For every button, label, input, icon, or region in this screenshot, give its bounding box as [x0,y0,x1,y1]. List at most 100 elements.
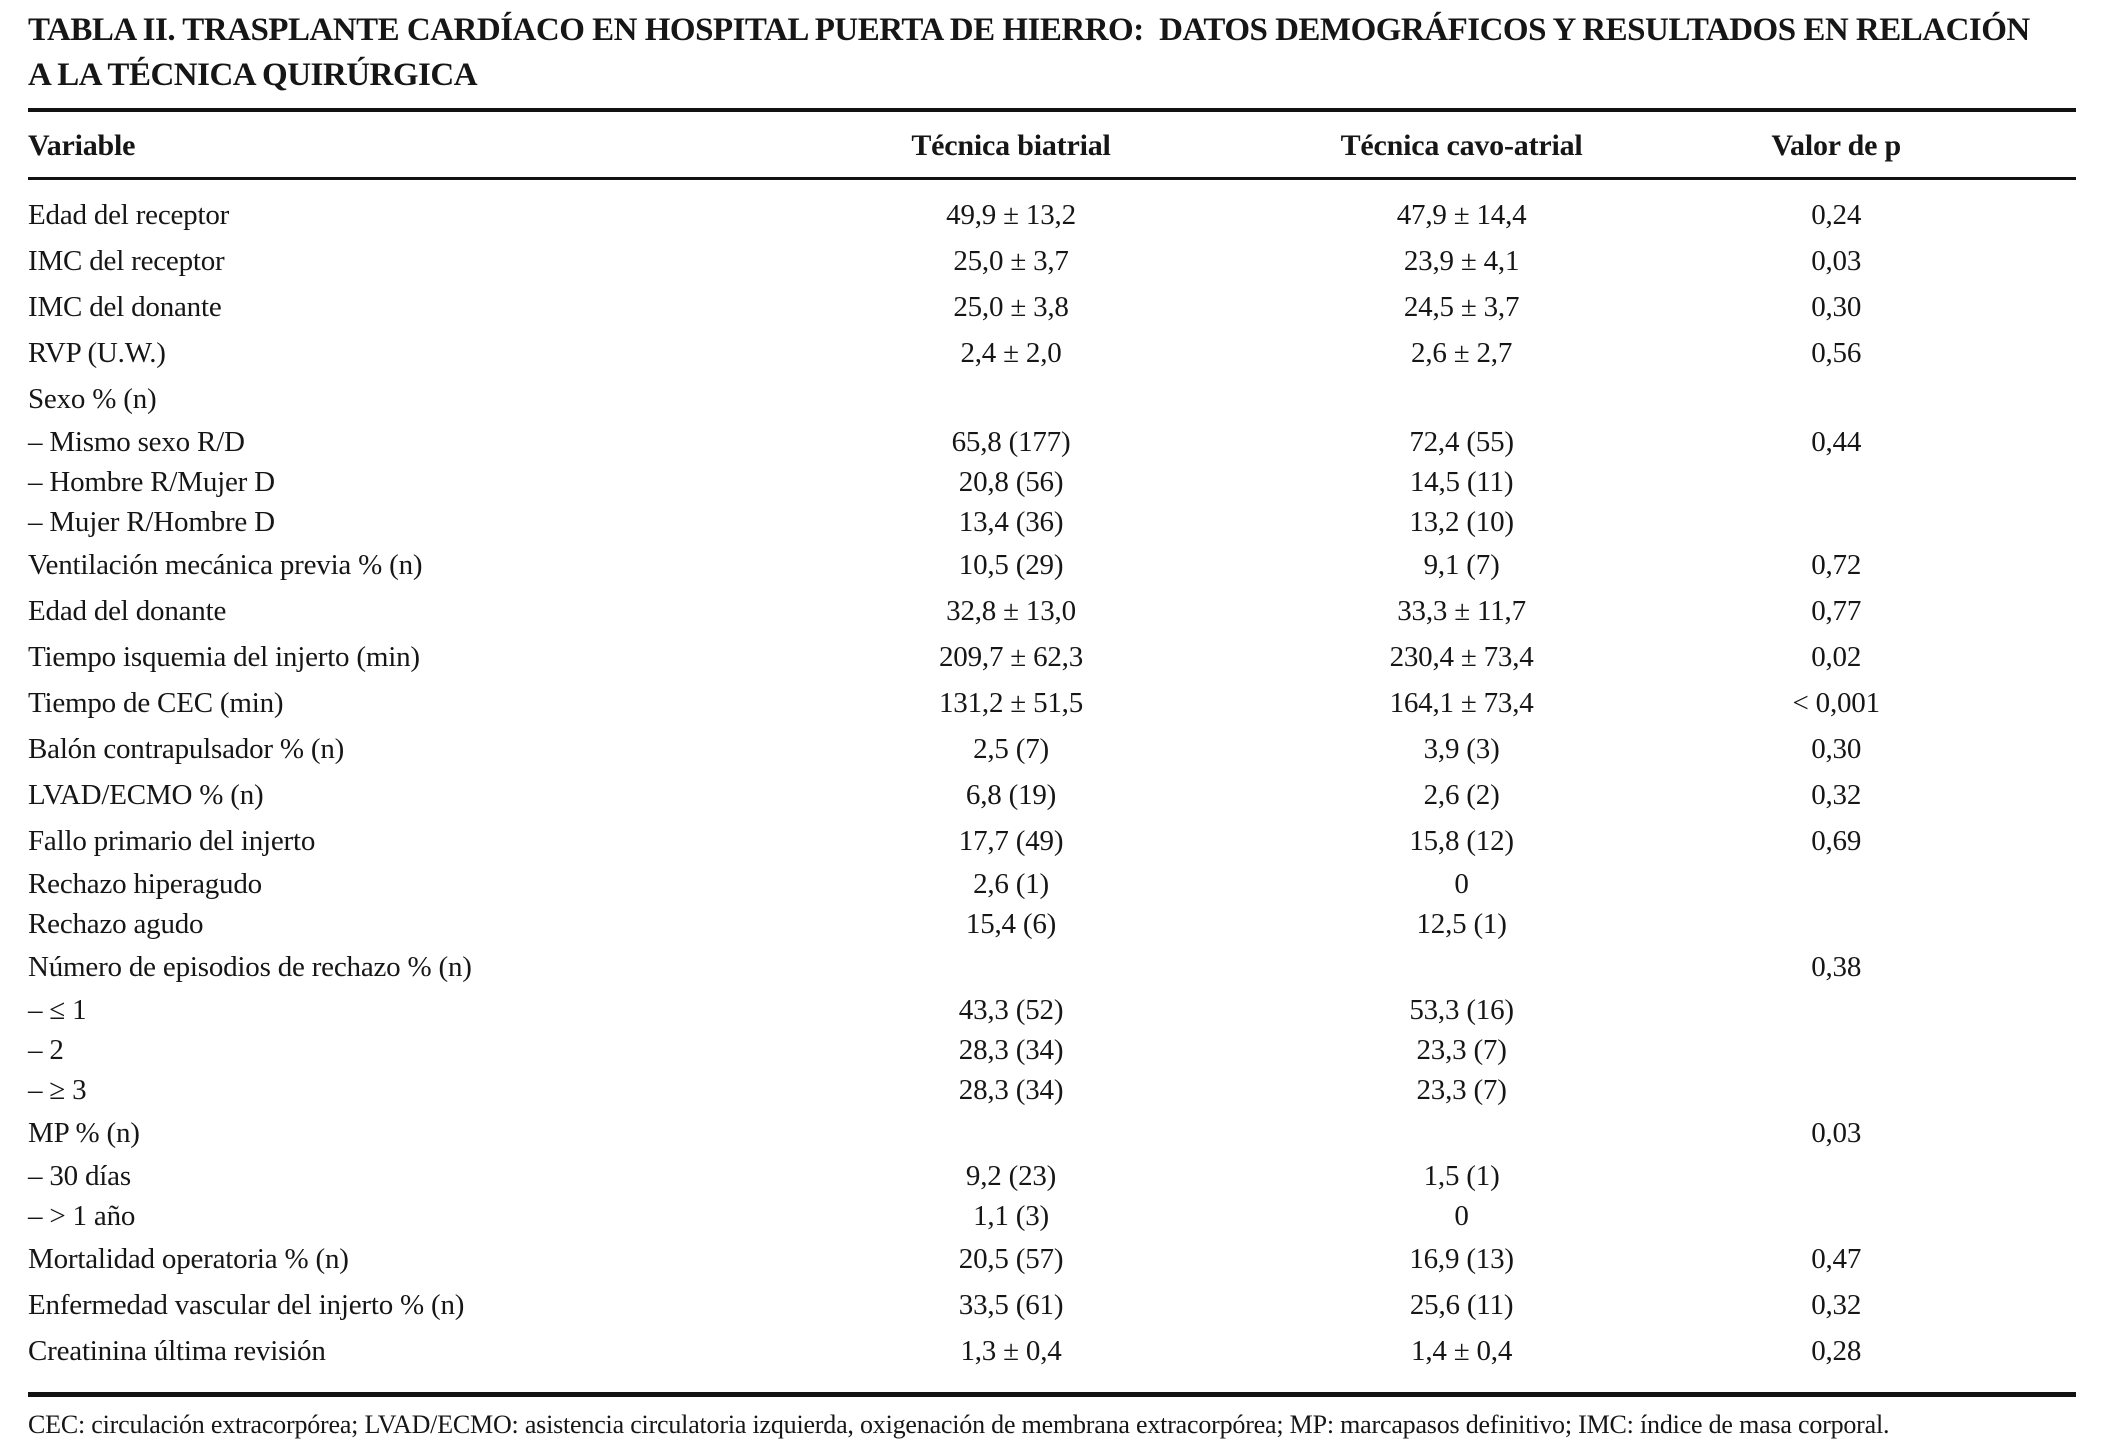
cell-biatrial: 209,7 ± 62,3 [939,640,1084,673]
cell-cavo-atrial: 23,3 (7) [1416,1073,1507,1106]
table-row: Fallo primario del injerto 17,7 (49) 15,8 … [28,818,2076,864]
cell-biatrial: 33,5 (61) [958,1288,1064,1321]
cell-valor-de-p [1666,904,2076,944]
cell-cavo-atrial: 23,3 (7) [1416,1033,1507,1066]
table-body: Edad del receptor 49,9 ± 13,2 47,9 ± 14,4 0… [28,179,2076,1395]
cell-valor-de-p: 0,77 [1811,594,1862,627]
cell-variable: Ventilación mecánica previa % (n) [28,548,423,581]
cell-valor-de-p: 0,38 [1811,950,1862,983]
column-header-variable: Variable [28,129,136,162]
cell-valor-de-p: 0,69 [1811,824,1862,857]
cell-variable: Creatinina última revisión [28,1334,326,1367]
cell-variable: Edad del donante [28,594,227,627]
cell-variable: – 30 días [28,1159,131,1192]
cell-cavo-atrial: 164,1 ± 73,4 [1389,686,1534,719]
demographics-results-table: Variable Técnica biatrial Técnica cavo-a… [28,108,2076,1397]
cell-cavo-atrial: 33,3 ± 11,7 [1397,594,1526,627]
cell-cavo-atrial: 24,5 ± 3,7 [1403,290,1520,323]
cell-cavo-atrial [1257,944,1667,990]
cell-cavo-atrial: 25,6 (11) [1409,1288,1514,1321]
table-title-line1: TABLA II. TRASPLANTE CARDÍACO EN HOSPITA… [28,12,2030,48]
table-row: RVP (U.W.) 2,4 ± 2,0 2,6 ± 2,7 0,56 [28,330,2076,376]
table-row: – Mismo sexo R/D 65,8 (177) 72,4 (55) 0,44 [28,422,2076,462]
table-header-row: Variable Técnica biatrial Técnica cavo-a… [28,110,2076,179]
cell-valor-de-p: 0,30 [1811,732,1862,765]
cell-cavo-atrial: 1,5 (1) [1423,1159,1500,1192]
table-row: – ≥ 3 28,3 (34) 23,3 (7) [28,1070,2076,1110]
cell-biatrial: 65,8 (177) [951,425,1071,458]
cell-variable: IMC del receptor [28,244,225,277]
cell-valor-de-p [1666,1196,2076,1236]
cell-valor-de-p: 0,47 [1811,1242,1862,1275]
cell-variable: Rechazo hiperagudo [28,867,262,900]
cell-biatrial: 131,2 ± 51,5 [939,686,1084,719]
table-row: – ≤ 1 43,3 (52) 53,3 (16) [28,990,2076,1030]
table-row: Tiempo isquemia del injerto (min) 209,7 ±… [28,634,2076,680]
cell-cavo-atrial: 2,6 ± 2,7 [1411,336,1513,369]
table-row: Ventilación mecánica previa % (n) 10,5 (2… [28,542,2076,588]
cell-biatrial: 2,5 (7) [973,732,1049,765]
cell-biatrial: 32,8 ± 13,0 [946,594,1076,627]
cell-biatrial: 15,4 (6) [965,907,1057,940]
cell-cavo-atrial [1257,376,1667,422]
cell-variable: Rechazo agudo [28,907,204,940]
cell-valor-de-p: < 0,001 [1792,686,1880,719]
cell-cavo-atrial: 230,4 ± 73,4 [1389,640,1534,673]
cell-cavo-atrial: 2,6 (2) [1423,778,1500,811]
cell-cavo-atrial: 1,4 ± 0,4 [1411,1334,1513,1367]
table-header: Variable Técnica biatrial Técnica cavo-a… [28,110,2076,179]
cell-variable: Tiempo de CEC (min) [28,686,284,719]
column-header-valor-de-p: Valor de p [1771,129,1902,162]
cell-biatrial [765,944,1257,990]
cell-cavo-atrial: 72,4 (55) [1409,425,1514,458]
cell-biatrial: 6,8 (19) [965,778,1057,811]
cell-valor-de-p: 0,28 [1811,1334,1862,1367]
cell-variable: Fallo primario del injerto [28,824,316,857]
cell-variable: Sexo % (n) [28,382,157,415]
cell-biatrial: 9,2 (23) [965,1159,1057,1192]
cell-valor-de-p: 0,03 [1811,244,1862,277]
table-row: – Hombre R/Mujer D 20,8 (56) 14,5 (11) [28,462,2076,502]
table-row: – 2 28,3 (34) 23,3 (7) [28,1030,2076,1070]
cell-valor-de-p [1666,376,2076,422]
cell-variable: Balón contrapulsador % (n) [28,732,345,765]
table-row: Sexo % (n) [28,376,2076,422]
cell-biatrial: 28,3 (34) [958,1073,1064,1106]
table-row: Creatinina última revisión 1,3 ± 0,4 1,4 ±… [28,1328,2076,1395]
cell-valor-de-p: 0,32 [1811,778,1862,811]
cell-cavo-atrial: 47,9 ± 14,4 [1396,198,1527,231]
table-row: LVAD/ECMO % (n) 6,8 (19) 2,6 (2) 0,32 [28,772,2076,818]
table-row: Número de episodios de rechazo % (n) 0,38 [28,944,2076,990]
cell-variable: IMC del donante [28,290,222,323]
table-row: IMC del donante 25,0 ± 3,8 24,5 ± 3,7 0,30 [28,284,2076,330]
cell-biatrial: 2,4 ± 2,0 [960,336,1062,369]
cell-biatrial: 28,3 (34) [958,1033,1064,1066]
table-title: TABLA II. TRASPLANTE CARDÍACO EN HOSPITA… [28,8,2076,98]
cell-valor-de-p [1666,502,2076,542]
cell-valor-de-p: 0,02 [1811,640,1862,673]
cell-biatrial [765,1110,1257,1156]
cell-biatrial: 1,1 (3) [973,1199,1049,1232]
cell-variable: – 2 [28,1033,64,1066]
cell-biatrial: 25,0 ± 3,8 [953,290,1069,323]
cell-cavo-atrial: 15,8 (12) [1409,824,1514,857]
table-row: Balón contrapulsador % (n) 2,5 (7) 3,9 (3)… [28,726,2076,772]
cell-valor-de-p [1666,462,2076,502]
cell-cavo-atrial: 0 [1454,867,1469,900]
table-row: Mortalidad operatoria % (n) 20,5 (57) 16,9… [28,1236,2076,1282]
cell-valor-de-p: 0,30 [1811,290,1862,323]
cell-variable: Tiempo isquemia del injerto (min) [28,640,420,673]
cell-biatrial: 2,6 (1) [973,867,1049,900]
table-row: Rechazo agudo 15,4 (6) 12,5 (1) [28,904,2076,944]
column-header-biatrial: Técnica biatrial [911,129,1111,162]
cell-variable: MP % (n) [28,1116,140,1149]
cell-variable: Edad del receptor [28,198,230,231]
cell-biatrial: 13,4 (36) [958,505,1064,538]
cell-valor-de-p: 0,44 [1811,425,1862,458]
table-row: MP % (n) 0,03 [28,1110,2076,1156]
table-row: Edad del donante 32,8 ± 13,0 33,3 ± 11,7 0,… [28,588,2076,634]
cell-valor-de-p: 0,03 [1811,1116,1862,1149]
cell-biatrial: 1,3 ± 0,4 [960,1334,1062,1367]
column-header-cavo-atrial: Técnica cavo-atrial [1340,129,1583,162]
